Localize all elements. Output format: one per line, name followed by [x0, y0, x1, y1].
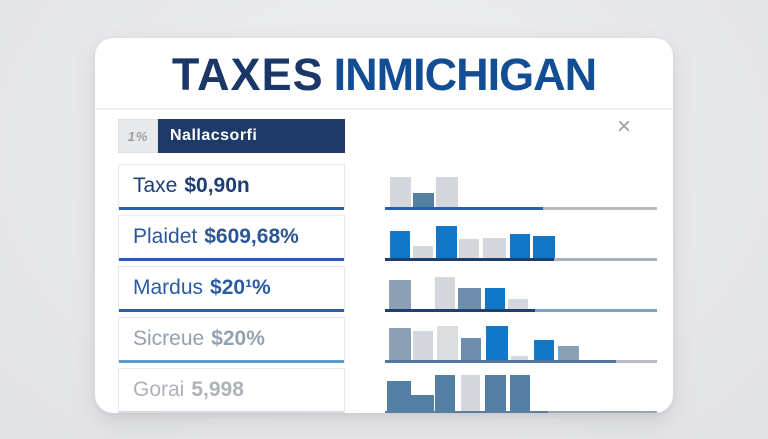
bar [534, 340, 554, 360]
bar [486, 326, 508, 360]
stat-value: 5,998 [191, 378, 244, 401]
title-divider [95, 108, 673, 110]
stat-label-box[interactable]: Mardus $20¹% [118, 266, 345, 312]
bar [413, 331, 433, 360]
table-row: Taxe $0,90n [118, 164, 673, 210]
row-underline [119, 207, 344, 210]
bar [485, 288, 505, 309]
header-bar: Nallacsorfi [158, 119, 345, 153]
chart-baseline [385, 207, 543, 210]
row-underline [119, 309, 344, 312]
row-underline [119, 411, 344, 413]
stat-name: Gorai [133, 378, 185, 401]
bar [485, 375, 506, 411]
stat-name: Taxe [133, 174, 178, 197]
title-part-taxes: TAXES [171, 49, 324, 100]
bar [459, 239, 479, 258]
bar [461, 338, 481, 360]
mini-bar-chart [385, 164, 657, 210]
chart-baseline-rest [616, 360, 657, 363]
close-icon[interactable]: × [616, 113, 631, 140]
mini-bar-chart [385, 266, 657, 312]
bar [511, 356, 528, 360]
page-title: TAXES INMICHIGAN [95, 48, 673, 104]
stat-value: $609,68% [204, 225, 299, 248]
stat-name: Sicreue [133, 327, 205, 350]
row-underline [119, 258, 344, 261]
percent-icon: 1% [118, 119, 158, 153]
table-row: Gorai 5,998 [118, 368, 673, 413]
bar [458, 288, 481, 309]
mini-bar-chart [385, 368, 657, 413]
bar [411, 395, 434, 411]
stat-value: $20¹% [210, 276, 271, 299]
taxes-card: TAXES INMICHIGAN 1% Nallacsorfi × Taxe $0,… [95, 38, 673, 413]
bar [436, 177, 458, 207]
stat-name: Mardus [133, 276, 204, 299]
table-row: Sicreue $20% [118, 317, 673, 363]
bar [436, 226, 457, 258]
chart-baseline-rest [535, 309, 657, 312]
stat-label-box[interactable]: Sicreue $20% [118, 317, 345, 363]
bar [390, 231, 410, 258]
bar [389, 328, 411, 360]
stat-label-box[interactable]: Taxe $0,90n [118, 164, 345, 210]
bar [389, 280, 411, 309]
bar [508, 299, 528, 309]
mini-bar-chart [385, 317, 657, 363]
chart-baseline [385, 258, 554, 261]
title-part-michigan: INMICHIGAN [333, 49, 597, 100]
bar [437, 326, 458, 360]
bar [387, 381, 411, 411]
bar [558, 346, 579, 360]
table-row: Mardus $20¹% [118, 266, 673, 312]
bar [435, 375, 455, 411]
stat-value: $20% [211, 327, 265, 350]
bar [413, 246, 433, 258]
stat-value: $0,90n [184, 174, 250, 197]
bar [413, 193, 434, 207]
bar [435, 277, 455, 309]
chart-baseline-rest [543, 207, 657, 210]
bar [510, 234, 530, 258]
row-underline [119, 360, 344, 363]
bar [533, 236, 555, 258]
stat-rows: Taxe $0,90n Plaidet $609,68% Mardus $20¹% [118, 164, 673, 413]
bar [483, 238, 506, 258]
bar [390, 177, 411, 207]
stat-label-box[interactable]: Plaidet $609,68% [118, 215, 345, 261]
stat-name: Plaidet [133, 225, 198, 248]
chart-baseline [385, 309, 535, 312]
chart-baseline [385, 411, 548, 413]
table-row: Plaidet $609,68% [118, 215, 673, 261]
bar [461, 375, 480, 411]
chart-baseline [385, 360, 616, 363]
bar [510, 375, 530, 411]
chart-baseline-rest [548, 411, 657, 413]
mini-bar-chart [385, 215, 657, 261]
stat-label-box[interactable]: Gorai 5,998 [118, 368, 345, 413]
chart-baseline-rest [554, 258, 657, 261]
header-row: 1% Nallacsorfi [118, 119, 673, 153]
